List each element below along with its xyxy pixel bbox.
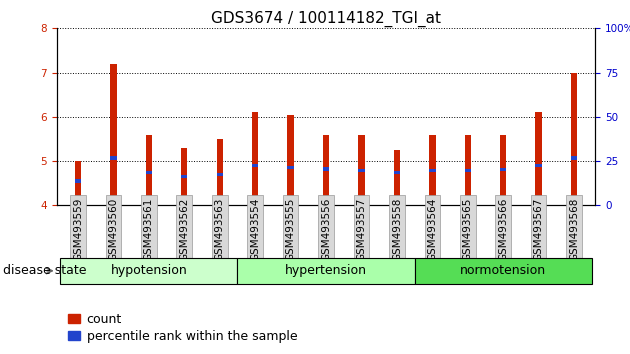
Text: GSM493566: GSM493566 xyxy=(498,198,508,261)
Bar xyxy=(323,167,329,171)
Bar xyxy=(217,173,223,176)
Text: GSM493565: GSM493565 xyxy=(463,198,472,261)
Text: GSM493560: GSM493560 xyxy=(108,198,118,261)
Text: GSM493563: GSM493563 xyxy=(215,198,225,261)
Bar xyxy=(287,115,294,205)
Bar xyxy=(110,156,117,160)
Bar xyxy=(146,135,152,205)
Bar xyxy=(358,169,365,172)
Bar xyxy=(571,156,577,160)
Text: GSM493559: GSM493559 xyxy=(73,198,83,261)
Bar xyxy=(500,135,507,205)
Bar xyxy=(252,164,258,167)
Bar xyxy=(75,179,81,183)
Bar xyxy=(429,169,435,172)
Bar xyxy=(500,169,507,171)
Text: normotension: normotension xyxy=(460,264,546,277)
Text: hypotension: hypotension xyxy=(110,264,187,277)
Bar xyxy=(110,64,117,205)
Bar xyxy=(217,139,223,205)
Text: GSM493568: GSM493568 xyxy=(569,198,579,261)
Bar xyxy=(464,169,471,172)
Text: GSM493556: GSM493556 xyxy=(321,198,331,261)
Bar xyxy=(146,171,152,174)
Bar xyxy=(323,135,329,205)
Title: GDS3674 / 100114182_TGI_at: GDS3674 / 100114182_TGI_at xyxy=(211,11,441,27)
Text: disease state: disease state xyxy=(3,264,87,277)
Text: GSM493558: GSM493558 xyxy=(392,198,402,261)
Bar xyxy=(394,150,400,205)
Text: GSM493557: GSM493557 xyxy=(357,198,367,261)
Bar xyxy=(536,113,542,205)
Bar xyxy=(394,171,400,174)
Text: GSM493567: GSM493567 xyxy=(534,198,544,261)
Bar xyxy=(252,113,258,205)
Bar xyxy=(75,161,81,205)
Text: GSM493562: GSM493562 xyxy=(180,198,189,261)
Bar xyxy=(464,135,471,205)
Bar xyxy=(238,258,415,284)
Text: GSM493554: GSM493554 xyxy=(250,198,260,261)
Bar xyxy=(181,175,188,178)
Bar xyxy=(60,258,238,284)
Legend: count, percentile rank within the sample: count, percentile rank within the sample xyxy=(63,308,302,348)
Bar xyxy=(358,135,365,205)
Bar xyxy=(536,164,542,167)
Text: hypertension: hypertension xyxy=(285,264,367,277)
Bar xyxy=(429,135,435,205)
Bar xyxy=(415,258,592,284)
Text: GSM493561: GSM493561 xyxy=(144,198,154,261)
Bar xyxy=(571,73,577,205)
Bar xyxy=(287,166,294,169)
Bar xyxy=(181,148,188,205)
Text: GSM493564: GSM493564 xyxy=(427,198,437,261)
Text: GSM493555: GSM493555 xyxy=(285,198,295,261)
